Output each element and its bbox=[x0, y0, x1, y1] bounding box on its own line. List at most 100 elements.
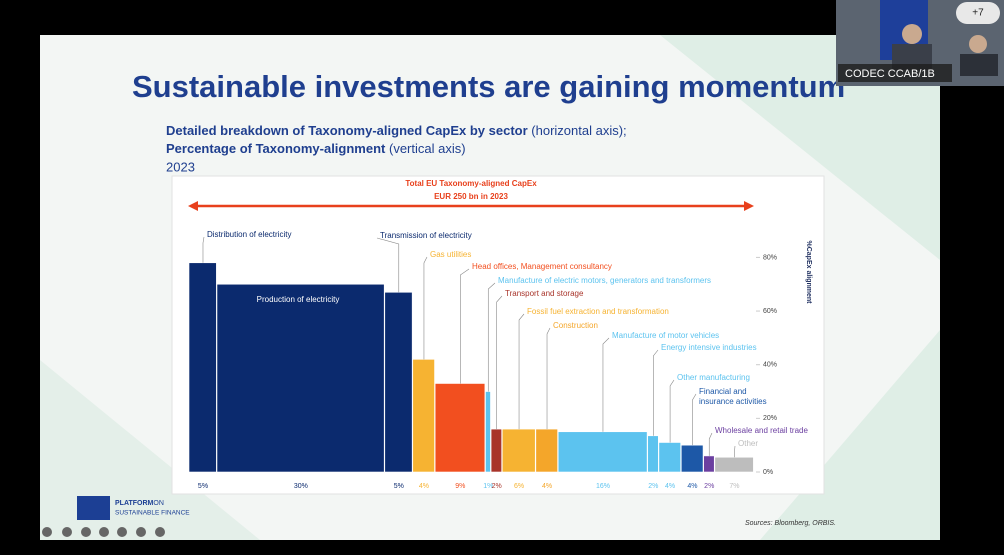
leader-line bbox=[518, 313, 525, 430]
bar bbox=[535, 428, 558, 473]
leader-line bbox=[692, 393, 697, 446]
bar bbox=[501, 428, 536, 473]
category-label-box: Financial and insurance activities bbox=[699, 387, 767, 406]
category-label-box: Manufacture of motor vehicles bbox=[612, 331, 719, 340]
bar bbox=[188, 262, 217, 473]
width-label: 7% bbox=[729, 483, 739, 490]
annotation: Total EU Taxonomy-aligned CapEx bbox=[405, 179, 537, 188]
eu-flag bbox=[77, 496, 110, 520]
name-tag bbox=[838, 64, 952, 82]
y-tick-label: 80% bbox=[763, 254, 777, 261]
toolbar bbox=[42, 527, 165, 537]
annotation: EUR 250 bn in 2023 bbox=[434, 192, 508, 201]
width-label: 30% bbox=[294, 483, 308, 490]
width-label: 9% bbox=[455, 483, 465, 490]
category-label-box: Production of electricity bbox=[256, 295, 340, 304]
leader-line bbox=[487, 282, 496, 392]
category-label: Financial and insurance activities bbox=[699, 387, 767, 406]
tool-icon[interactable] bbox=[155, 527, 165, 537]
category-label-box: Wholesale and retail trade bbox=[715, 426, 808, 435]
width-label: 4% bbox=[542, 483, 552, 490]
y-tick-label: 40% bbox=[763, 362, 777, 369]
y-axis-label: %CapEx alignment bbox=[805, 240, 812, 304]
width-label: 2% bbox=[704, 483, 714, 490]
category-label: Wholesale and retail trade bbox=[715, 426, 808, 435]
category-label: Transmission of electricity bbox=[380, 231, 472, 240]
category-label: Transport and storage bbox=[505, 289, 584, 298]
leader-line bbox=[460, 268, 470, 384]
subtitle-normal: (vertical axis) bbox=[389, 141, 466, 156]
category-label-box: Fossil fuel extraction and transformatio… bbox=[527, 307, 669, 316]
category-label: Head offices, Management consultancy bbox=[472, 262, 612, 271]
category-label-box: Other bbox=[738, 439, 758, 448]
category-label: Manufacture of electric motors, generato… bbox=[498, 276, 711, 285]
arrow-head bbox=[188, 201, 198, 211]
leader-line bbox=[708, 432, 713, 456]
logo-text: SUSTAINABLE FINANCE bbox=[115, 510, 190, 517]
logo-bold: PLATFORM bbox=[115, 500, 154, 507]
category-label: Production of electricity bbox=[256, 295, 340, 304]
subtitle-normal: (horizontal axis); bbox=[531, 123, 626, 138]
slide-title: Sustainable investments are gaining mome… bbox=[132, 69, 845, 104]
bar bbox=[714, 456, 754, 473]
arrow-head bbox=[744, 201, 754, 211]
year: 2023 bbox=[166, 159, 195, 174]
category-label-box: Head offices, Management consultancy bbox=[472, 262, 612, 271]
width-label: 4% bbox=[687, 483, 697, 490]
width-label: 1% bbox=[483, 483, 493, 490]
bar bbox=[412, 359, 435, 473]
leader-line bbox=[653, 349, 659, 436]
deco bbox=[40, 360, 260, 540]
category-label: Energy intensive industries bbox=[661, 343, 757, 352]
y-tick-label: 20% bbox=[763, 415, 777, 422]
leader-line bbox=[602, 337, 610, 432]
tool-icon[interactable] bbox=[99, 527, 109, 537]
bar bbox=[384, 291, 413, 473]
tool-icon[interactable] bbox=[62, 527, 72, 537]
subtitle: Percentage of Taxonomy-alignment (vertic… bbox=[166, 141, 466, 156]
leader-line bbox=[376, 237, 400, 293]
category-label-box: Distribution of electricity bbox=[207, 230, 292, 239]
width-label: 16% bbox=[596, 483, 610, 490]
width-label: 4% bbox=[665, 483, 675, 490]
bar bbox=[485, 391, 491, 473]
category-label-box: Other manufacturing bbox=[677, 373, 750, 382]
subtitle-bold: Percentage of Taxonomy-alignment bbox=[166, 141, 386, 156]
tool-icon[interactable] bbox=[136, 527, 146, 537]
category-label: Distribution of electricity bbox=[207, 230, 292, 239]
bar bbox=[658, 442, 681, 473]
leader-line bbox=[423, 256, 428, 360]
bar bbox=[647, 435, 659, 473]
participants-badge[interactable] bbox=[956, 2, 1000, 24]
category-label-box: Manufacture of electric motors, generato… bbox=[498, 276, 711, 285]
leader-line bbox=[202, 236, 205, 263]
video-person bbox=[960, 54, 998, 76]
width-label: 2% bbox=[492, 483, 502, 490]
category-label-box: Energy intensive industries bbox=[661, 343, 757, 352]
leader-line bbox=[734, 445, 736, 458]
category-label-box: Transport and storage bbox=[505, 289, 584, 298]
category-label: Gas utilities bbox=[430, 250, 472, 259]
tool-icon[interactable] bbox=[117, 527, 127, 537]
leader-line bbox=[546, 327, 551, 430]
y-tick-label: 60% bbox=[763, 308, 777, 315]
tool-icon[interactable] bbox=[42, 527, 52, 537]
category-label-box: Transmission of electricity bbox=[380, 231, 472, 240]
category-label-box: Construction bbox=[553, 321, 598, 330]
tool-icon[interactable] bbox=[81, 527, 91, 537]
category-label: Construction bbox=[553, 321, 598, 330]
subtitle-bold: Detailed breakdown of Taxonomy-aligned C… bbox=[166, 123, 528, 138]
participants-count[interactable]: +7 bbox=[972, 8, 984, 19]
bar bbox=[557, 431, 648, 473]
width-label: 2% bbox=[648, 483, 658, 490]
subtitle: Detailed breakdown of Taxonomy-aligned C… bbox=[166, 123, 627, 138]
leader-line bbox=[669, 379, 675, 443]
width-label: 6% bbox=[514, 483, 524, 490]
bar bbox=[434, 383, 486, 473]
source: Sources: Bloomberg, ORBIS. bbox=[745, 520, 836, 527]
category-label: Other manufacturing bbox=[677, 373, 750, 382]
bar bbox=[216, 283, 385, 473]
leader-line bbox=[496, 295, 503, 430]
